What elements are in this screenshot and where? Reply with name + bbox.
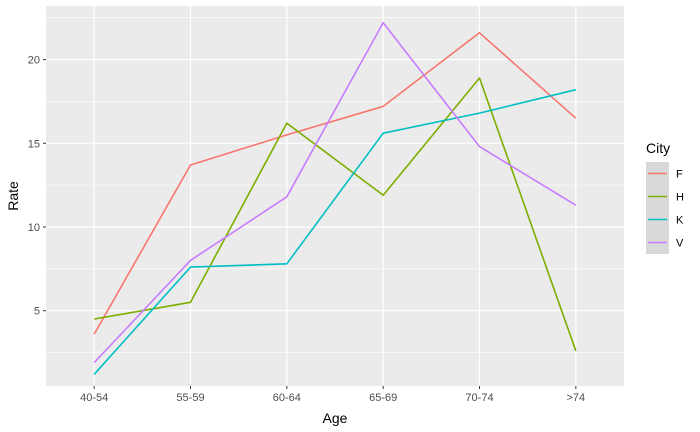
series-line-K [93, 88, 576, 375]
x-tick-label: 70-74 [465, 392, 493, 404]
series-line-F [93, 31, 577, 335]
series-line-H [94, 77, 577, 352]
y-tick-label: 10 [28, 222, 40, 234]
x-axis: 40-54 55-59 60-64 65-69 70-74 >74 [80, 386, 585, 404]
x-tick-label: 65-69 [369, 392, 397, 404]
y-tick-label: 5 [34, 306, 40, 318]
y-axis-title: Rate [5, 181, 21, 211]
series-lines [93, 21, 577, 375]
legend-label-V: V [676, 238, 684, 250]
x-tick-label: 55-59 [176, 392, 204, 404]
y-axis: 5 10 15 20 [28, 55, 46, 318]
series-line-V [93, 21, 577, 364]
y-tick-label: 20 [28, 55, 40, 67]
x-tick-label: 40-54 [80, 392, 108, 404]
x-axis-title: Age [323, 410, 348, 426]
legend-label-K: K [676, 215, 684, 227]
legend-label-H: H [676, 192, 684, 204]
legend-label-F: F [676, 169, 683, 181]
x-tick-label: >74 [566, 392, 585, 404]
y-tick-label: 15 [28, 138, 40, 150]
x-tick-label: 60-64 [273, 392, 301, 404]
legend-title: City [646, 140, 670, 156]
plot-panel [46, 6, 624, 386]
